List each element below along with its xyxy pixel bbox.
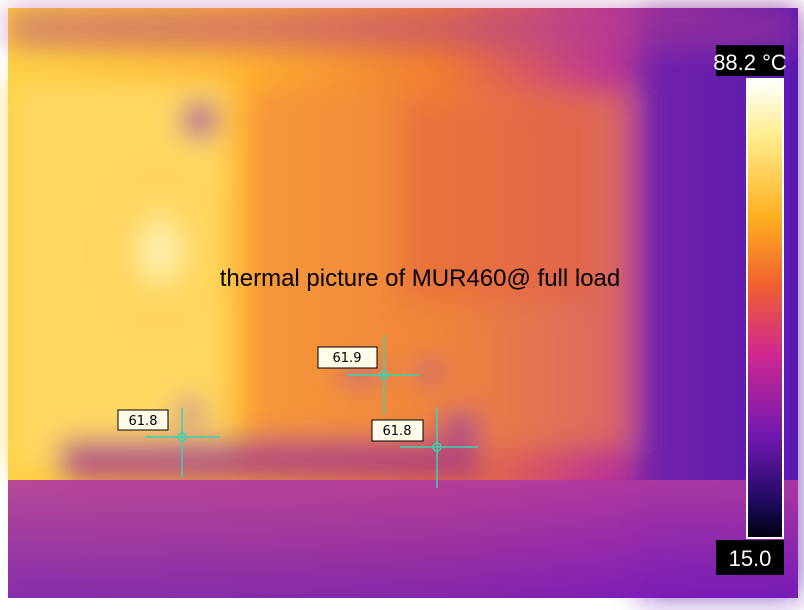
- scale-min: 15.0: [729, 546, 772, 571]
- spot-label: 61.8: [129, 414, 158, 429]
- spot-label: 61.9: [333, 351, 362, 366]
- scale-max-box: [716, 45, 784, 76]
- scale-min-box: [716, 540, 784, 575]
- spot-label-box: [117, 409, 169, 431]
- thermal-image: [8, 8, 800, 598]
- color-scale-bar: [746, 78, 784, 539]
- spot-marker: [400, 408, 478, 488]
- spot-marker: [145, 408, 220, 478]
- caption: thermal picture of MUR460@ full load: [220, 265, 621, 292]
- scale-max: 88.2 °C: [713, 50, 787, 75]
- spot-label-box: [371, 419, 424, 442]
- spot-marker: [347, 335, 420, 415]
- spot-label: 61.8: [383, 424, 412, 439]
- spot-label-box: [317, 346, 378, 369]
